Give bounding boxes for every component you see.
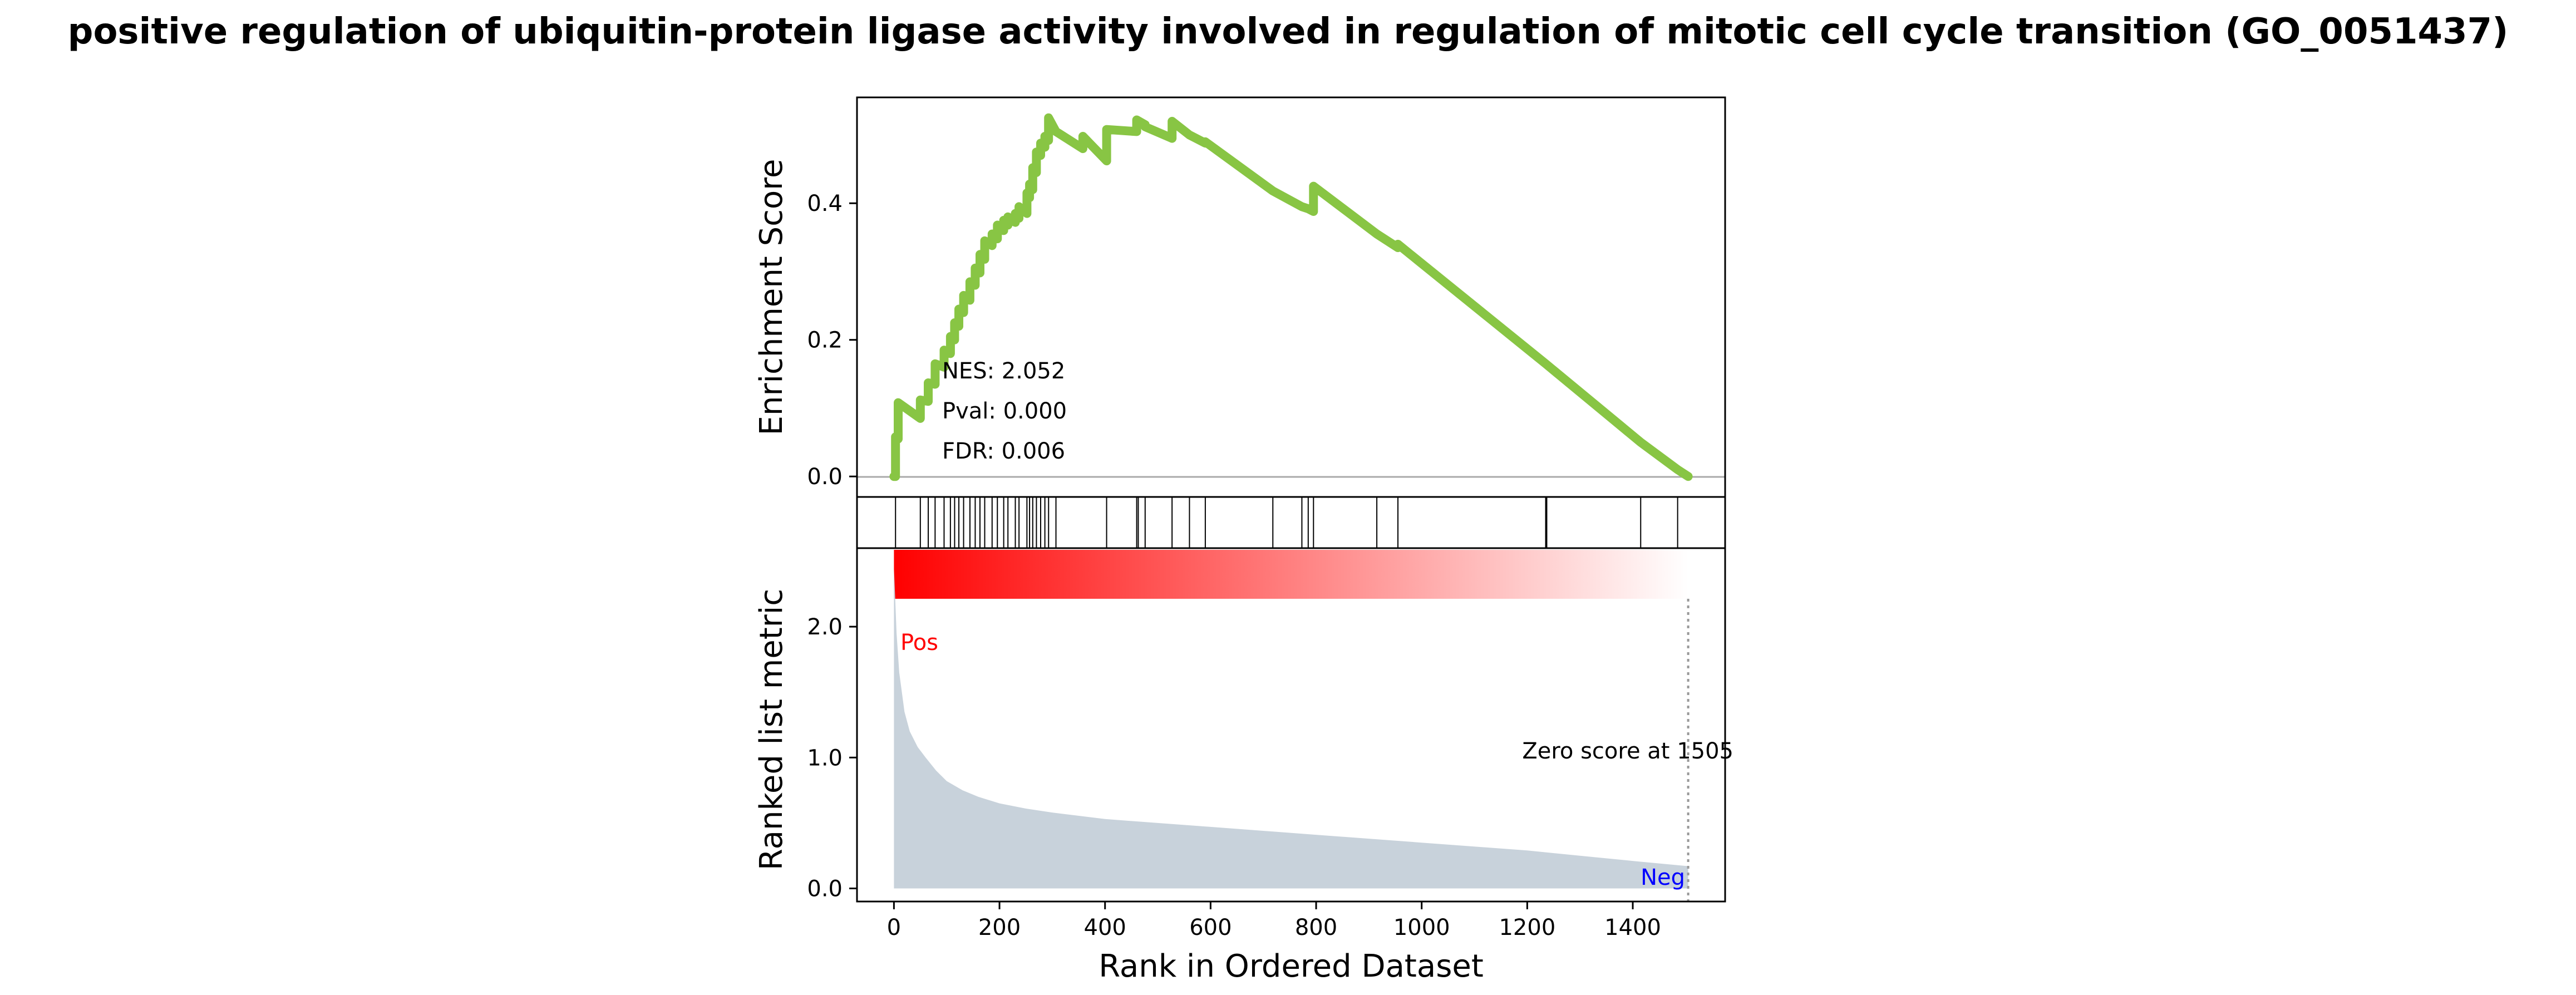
metric-panel: 0.0 1.0 2.0 Ranked list metric Pos Neg Zer… [753,547,1733,984]
zero-score-label: Zero score at 1505 [1522,738,1733,764]
stat-nes: NES: 2.052 [942,358,1065,384]
xtick-label: 800 [1295,915,1337,940]
pos-label: Pos [900,630,938,656]
xtick-label: 1200 [1499,915,1555,940]
es-line-group [889,113,1693,481]
metric-ytick-label: 1.0 [807,745,843,771]
es-ytick-label: 0.4 [807,191,843,216]
hit-lines [895,497,1678,548]
hits-panel [856,496,1726,549]
ranked-metric-area [894,568,1688,889]
enrichment-score-line [889,113,1693,481]
neg-label: Neg [1641,865,1685,890]
x-ticks: 0 200 400 600 800 1000 1200 1400 [887,902,1661,940]
es-ytick-label: 0.0 [807,464,843,490]
xtick-label: 1000 [1393,915,1450,940]
stat-fdr: FDR: 0.006 [942,439,1065,464]
xtick-label: 400 [1084,915,1126,940]
xtick-label: 1400 [1604,915,1661,940]
metric-ylabel: Ranked list metric [753,589,790,870]
metric-ytick-label: 2.0 [807,614,843,640]
metric-axes-frame [856,547,1726,903]
enrichment-panel: 0.0 0.2 0.4 Enrichment Score NES: 2.052 Pv… [753,96,1726,498]
x-axis-label: Rank in Ordered Dataset [1099,948,1484,984]
es-ytick-label: 0.2 [807,328,843,353]
xtick-label: 200 [978,915,1021,940]
metric-ytick-label: 0.0 [807,876,843,902]
metric-y-ticks: 0.0 1.0 2.0 [807,614,857,902]
hits-axes-frame [856,496,1726,549]
rank-gradient-bar [894,550,1688,599]
es-ylabel: Enrichment Score [753,159,790,436]
xtick-label: 600 [1189,915,1232,940]
es-y-ticks: 0.0 0.2 0.4 [807,191,857,490]
stat-pval: Pval: 0.000 [942,398,1067,424]
xtick-label: 0 [887,915,901,940]
chart-title: positive regulation of ubiquitin-protein… [67,11,2509,52]
es-axes-frame [856,96,1726,498]
